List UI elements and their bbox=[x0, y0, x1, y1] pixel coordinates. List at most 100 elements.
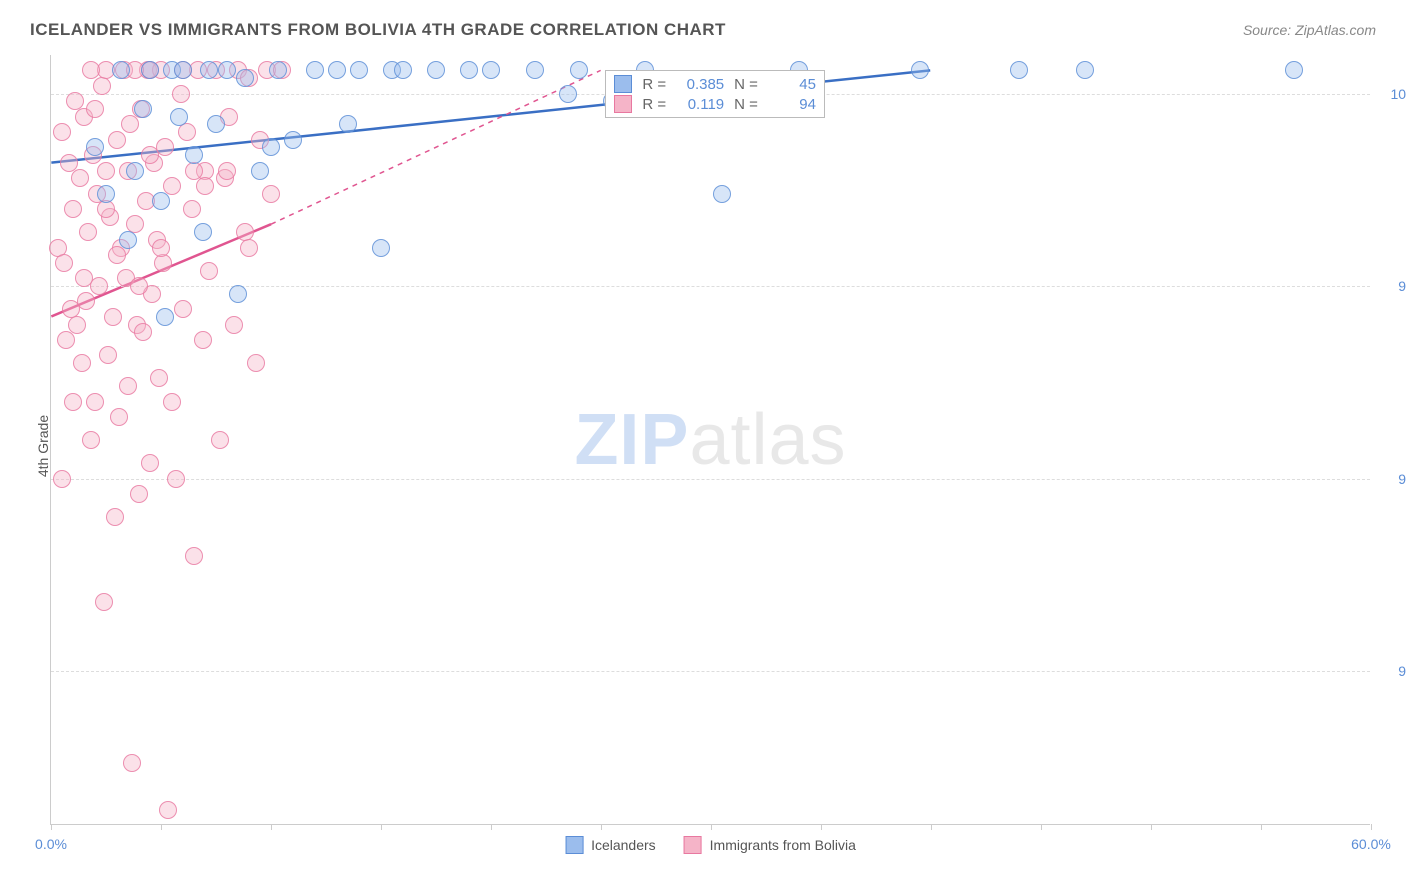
scatter-point bbox=[110, 408, 128, 426]
xtick bbox=[1041, 824, 1042, 830]
scatter-point bbox=[97, 185, 115, 203]
scatter-point bbox=[482, 61, 500, 79]
scatter-point bbox=[159, 801, 177, 819]
scatter-point bbox=[185, 146, 203, 164]
scatter-point bbox=[570, 61, 588, 79]
stats-row: R = 0.119 N = 94 bbox=[614, 95, 816, 113]
scatter-point bbox=[218, 162, 236, 180]
scatter-point bbox=[79, 223, 97, 241]
scatter-point bbox=[53, 123, 71, 141]
scatter-point bbox=[911, 61, 929, 79]
legend-swatch-icon bbox=[565, 836, 583, 854]
xtick bbox=[1151, 824, 1152, 830]
scatter-point bbox=[90, 277, 108, 295]
scatter-point bbox=[93, 77, 111, 95]
scatter-point bbox=[211, 431, 229, 449]
scatter-point bbox=[328, 61, 346, 79]
scatter-point bbox=[156, 138, 174, 156]
scatter-point bbox=[99, 346, 117, 364]
stats-r-value: 0.119 bbox=[676, 96, 724, 113]
stats-r-label: R = bbox=[642, 76, 666, 93]
ytick-label: 97.5% bbox=[1398, 278, 1406, 294]
ytick-label: 100.0% bbox=[1391, 86, 1406, 102]
scatter-point bbox=[86, 100, 104, 118]
xtick bbox=[821, 824, 822, 830]
scatter-point bbox=[196, 177, 214, 195]
scatter-point bbox=[134, 100, 152, 118]
scatter-point bbox=[55, 254, 73, 272]
scatter-point bbox=[82, 61, 100, 79]
scatter-point bbox=[141, 61, 159, 79]
xtick bbox=[51, 824, 52, 830]
scatter-point bbox=[284, 131, 302, 149]
stats-n-value: 45 bbox=[768, 76, 816, 93]
scatter-point bbox=[247, 354, 265, 372]
watermark-bold: ZIP bbox=[574, 400, 689, 480]
xtick bbox=[711, 824, 712, 830]
scatter-point bbox=[119, 231, 137, 249]
scatter-point bbox=[229, 285, 247, 303]
scatter-point bbox=[112, 61, 130, 79]
legend-item: Immigrants from Bolivia bbox=[684, 836, 856, 854]
legend: Icelanders Immigrants from Bolivia bbox=[565, 836, 856, 854]
scatter-point bbox=[394, 61, 412, 79]
scatter-point bbox=[526, 61, 544, 79]
scatter-point bbox=[154, 254, 172, 272]
xtick bbox=[271, 824, 272, 830]
scatter-point bbox=[68, 316, 86, 334]
scatter-point bbox=[86, 138, 104, 156]
stats-n-label: N = bbox=[734, 96, 758, 113]
stats-r-value: 0.385 bbox=[676, 76, 724, 93]
xtick bbox=[161, 824, 162, 830]
scatter-point bbox=[163, 177, 181, 195]
scatter-point bbox=[163, 393, 181, 411]
xtick bbox=[1261, 824, 1262, 830]
xtick bbox=[601, 824, 602, 830]
scatter-point bbox=[218, 61, 236, 79]
scatter-point bbox=[460, 61, 478, 79]
scatter-point bbox=[1076, 61, 1094, 79]
scatter-point bbox=[174, 61, 192, 79]
scatter-point bbox=[57, 331, 75, 349]
scatter-point bbox=[207, 115, 225, 133]
scatter-point bbox=[108, 131, 126, 149]
xtick-label: 0.0% bbox=[35, 836, 67, 852]
scatter-point bbox=[183, 200, 201, 218]
scatter-point bbox=[77, 292, 95, 310]
scatter-point bbox=[372, 239, 390, 257]
scatter-point bbox=[240, 239, 258, 257]
scatter-point bbox=[106, 508, 124, 526]
trend-lines-svg bbox=[51, 55, 1370, 824]
scatter-point bbox=[1010, 61, 1028, 79]
scatter-point bbox=[152, 239, 170, 257]
scatter-point bbox=[150, 369, 168, 387]
chart-plot-area: ZIPatlas 92.5%95.0%97.5%100.0%0.0%60.0% … bbox=[50, 55, 1370, 825]
scatter-point bbox=[152, 192, 170, 210]
legend-item: Icelanders bbox=[565, 836, 656, 854]
scatter-point bbox=[97, 162, 115, 180]
stats-n-value: 94 bbox=[768, 96, 816, 113]
scatter-point bbox=[119, 377, 137, 395]
scatter-point bbox=[172, 85, 190, 103]
scatter-point bbox=[350, 61, 368, 79]
scatter-point bbox=[95, 593, 113, 611]
scatter-point bbox=[200, 262, 218, 280]
scatter-point bbox=[559, 85, 577, 103]
scatter-point bbox=[1285, 61, 1303, 79]
scatter-point bbox=[167, 470, 185, 488]
stats-swatch-icon bbox=[614, 75, 632, 93]
scatter-point bbox=[200, 61, 218, 79]
xtick-label: 60.0% bbox=[1351, 836, 1391, 852]
scatter-point bbox=[130, 485, 148, 503]
scatter-point bbox=[225, 316, 243, 334]
scatter-point bbox=[141, 454, 159, 472]
scatter-point bbox=[713, 185, 731, 203]
legend-label: Immigrants from Bolivia bbox=[710, 837, 856, 853]
ytick-label: 92.5% bbox=[1398, 663, 1406, 679]
xtick bbox=[491, 824, 492, 830]
scatter-point bbox=[97, 200, 115, 218]
scatter-point bbox=[185, 162, 203, 180]
scatter-point bbox=[134, 323, 152, 341]
scatter-point bbox=[178, 123, 196, 141]
scatter-point bbox=[427, 61, 445, 79]
